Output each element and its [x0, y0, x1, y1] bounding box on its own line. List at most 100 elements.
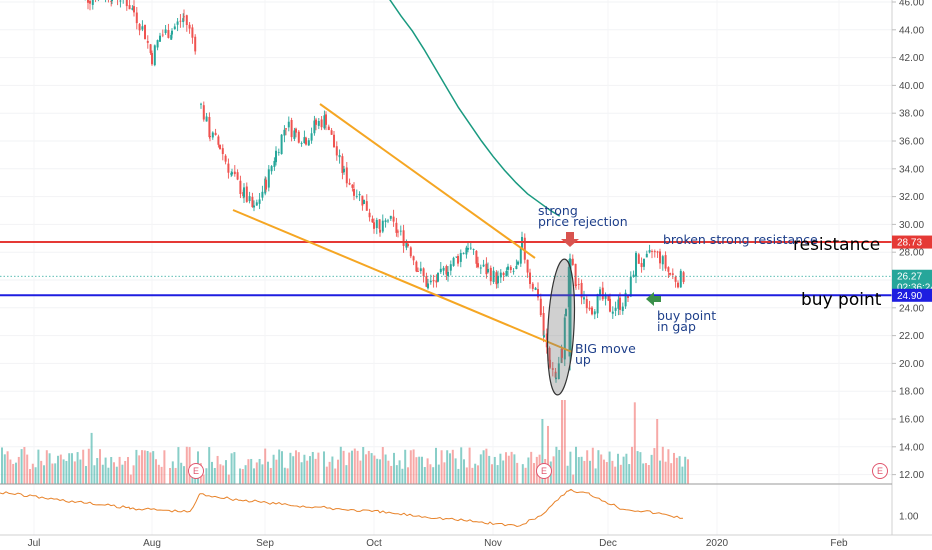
- candle-body: [645, 253, 648, 258]
- annotation-strong-price-rejection-2: price rejection: [538, 214, 628, 229]
- candle-body: [133, 6, 135, 13]
- volume-bar: [281, 451, 283, 484]
- volume-bar: [636, 451, 639, 484]
- candle-body: [379, 229, 381, 233]
- volume-bar: [639, 452, 642, 484]
- volume-bar: [143, 450, 146, 484]
- price-tick-label: 22.00: [899, 331, 924, 342]
- volume-bar: [566, 465, 569, 484]
- volume-bar: [675, 457, 678, 484]
- volume-bar: [317, 452, 320, 484]
- volume-bar: [222, 465, 225, 484]
- candlesticks: [84, 0, 685, 383]
- volume-bar: [216, 455, 219, 484]
- volume-bar: [586, 450, 589, 484]
- candle-body: [141, 26, 144, 30]
- candle-body: [392, 216, 395, 222]
- volume-bar: [348, 452, 351, 484]
- candle-body: [551, 368, 554, 370]
- candle-body: [624, 292, 627, 307]
- candle-body: [442, 267, 445, 271]
- candle-body: [614, 307, 617, 311]
- volume-bar: [412, 449, 415, 484]
- volume-bar: [395, 465, 398, 484]
- volume-bar: [65, 460, 68, 484]
- volume-bar: [614, 466, 617, 484]
- candle-body: [543, 335, 545, 338]
- volume-bar: [188, 447, 191, 484]
- time-tick-label: Jul: [28, 538, 41, 549]
- candle-body: [171, 30, 173, 35]
- candle-body: [462, 253, 465, 254]
- volume-bar: [580, 456, 583, 484]
- buy-price-badge: [892, 288, 932, 302]
- candle-body: [161, 34, 164, 36]
- candle-body: [661, 256, 664, 265]
- candle-body: [261, 191, 264, 198]
- candle-body: [378, 219, 381, 229]
- earnings-marker: [872, 463, 888, 479]
- price-tick-label: 28.00: [899, 248, 924, 259]
- volume-bar: [239, 468, 241, 484]
- volume-bar: [152, 451, 155, 484]
- volume-bar: [325, 466, 328, 484]
- candle-body: [591, 307, 593, 315]
- candle-body: [149, 44, 152, 53]
- price-tick-label: 38.00: [899, 109, 924, 120]
- volume-bar: [667, 449, 670, 484]
- candle-body: [287, 121, 290, 128]
- volume-bar: [12, 463, 15, 484]
- candle-body: [151, 53, 153, 65]
- volume-bar: [20, 449, 23, 484]
- volume-bar: [155, 459, 157, 484]
- candle-body: [679, 270, 682, 288]
- candle-body: [472, 249, 475, 250]
- volume-bar: [141, 450, 143, 484]
- volume-bar: [323, 451, 325, 484]
- candle-body: [507, 266, 509, 270]
- volume-bar: [605, 462, 608, 484]
- earnings-marker-label: E: [193, 466, 199, 476]
- candle-body: [185, 15, 188, 26]
- volume-bar: [146, 450, 149, 484]
- candle-body: [267, 169, 270, 188]
- volume-bar: [57, 455, 59, 484]
- down-arrow-icon: [561, 232, 579, 247]
- candle-body: [459, 253, 462, 262]
- candle-body: [555, 377, 557, 380]
- candle-body: [575, 284, 577, 286]
- candle-body: [111, 0, 113, 2]
- candle-body: [255, 202, 258, 206]
- volume-bar: [642, 463, 645, 484]
- volume-bar: [583, 460, 586, 484]
- volume-bar: [124, 460, 127, 484]
- annotation-buy-point-gap-1: buy point: [657, 308, 716, 323]
- volume-bar: [205, 468, 208, 484]
- volume-bar: [600, 454, 603, 484]
- annotation-buy-point-gap-2: in gap: [657, 319, 696, 334]
- candle-body: [432, 280, 435, 282]
- volume-bar: [387, 460, 390, 484]
- volume-bar: [43, 465, 45, 484]
- candle-body: [211, 132, 214, 138]
- candle-body: [297, 131, 300, 143]
- volume-bar: [552, 456, 555, 484]
- candle-body: [365, 201, 368, 211]
- last-price-label: 26.27: [897, 272, 922, 283]
- candle-body: [499, 272, 502, 278]
- candle-body: [469, 247, 472, 249]
- price-tick-label: 44.00: [899, 25, 924, 36]
- candle-body: [156, 40, 159, 48]
- volume-bar: [177, 447, 180, 484]
- volume-bar: [15, 462, 17, 484]
- candle-body: [577, 284, 580, 285]
- candle-body: [182, 18, 185, 23]
- label-buy-point: buy point: [801, 290, 882, 310]
- candle-body: [307, 140, 310, 146]
- volume-bar: [339, 446, 342, 484]
- volume-bar: [104, 457, 107, 484]
- volume-bar: [628, 464, 631, 484]
- volume-bar: [653, 448, 656, 484]
